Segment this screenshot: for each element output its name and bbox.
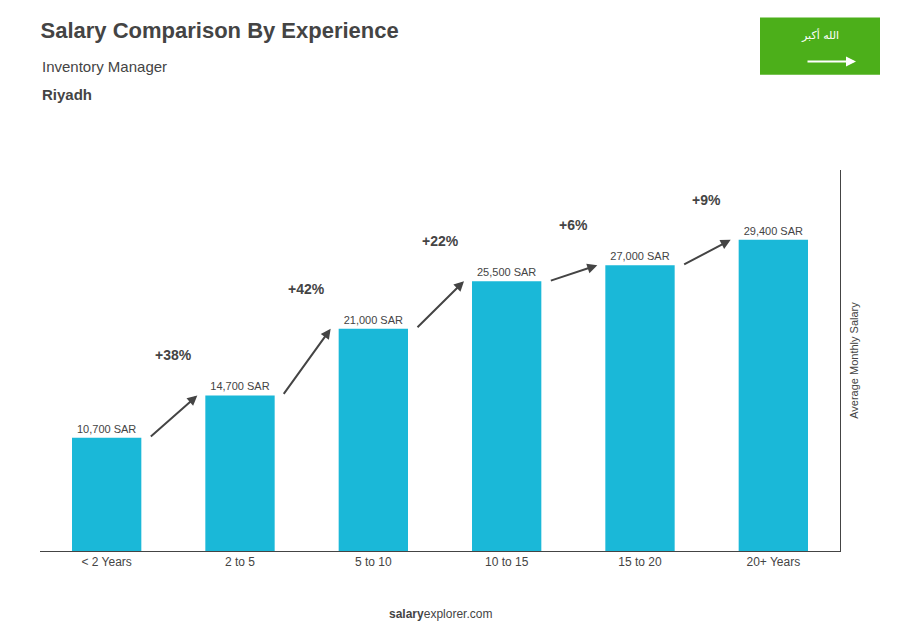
svg-text:15 to 20: 15 to 20	[618, 555, 662, 569]
svg-text:Inventory Manager: Inventory Manager	[42, 58, 167, 75]
svg-text:21,000 SAR: 21,000 SAR	[344, 314, 403, 326]
svg-text:Average Monthly Salary: Average Monthly Salary	[848, 302, 860, 419]
svg-text:+9%: +9%	[692, 192, 721, 208]
svg-text:< 2 Years: < 2 Years	[81, 555, 131, 569]
svg-text:+22%: +22%	[422, 233, 459, 249]
svg-text:27,000 SAR: 27,000 SAR	[610, 250, 669, 262]
svg-text:+42%: +42%	[288, 281, 325, 297]
svg-text:10,700 SAR: 10,700 SAR	[77, 423, 136, 435]
svg-text:2 to 5: 2 to 5	[225, 555, 255, 569]
svg-text:+6%: +6%	[559, 217, 588, 233]
svg-text:5 to 10: 5 to 10	[355, 555, 392, 569]
svg-text:Riyadh: Riyadh	[42, 86, 92, 103]
svg-text:29,400 SAR: 29,400 SAR	[744, 225, 803, 237]
svg-text:20+ Years: 20+ Years	[746, 555, 800, 569]
svg-text:25,500 SAR: 25,500 SAR	[477, 266, 536, 278]
svg-text:10 to 15: 10 to 15	[485, 555, 529, 569]
svg-text:+38%: +38%	[155, 347, 192, 363]
svg-text:Salary Comparison By Experienc: Salary Comparison By Experience	[41, 18, 399, 43]
svg-text:14,700 SAR: 14,700 SAR	[210, 380, 269, 392]
svg-text:salaryexplorer.com: salaryexplorer.com	[389, 607, 492, 621]
svg-text:الله أكبر: الله أكبر	[801, 28, 839, 42]
